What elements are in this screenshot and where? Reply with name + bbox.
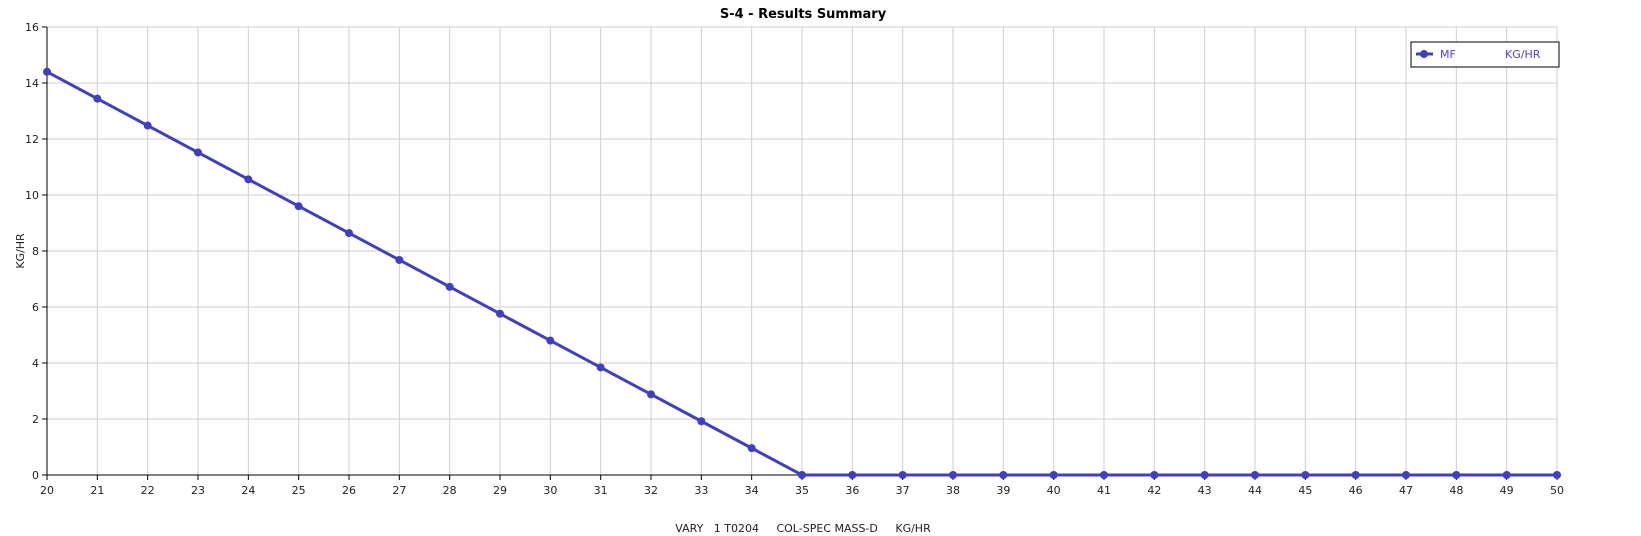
data-point bbox=[546, 336, 555, 345]
x-tick-label: 50 bbox=[1550, 484, 1564, 497]
y-tick-label: 10 bbox=[25, 189, 39, 202]
y-tick-label: 0 bbox=[32, 469, 39, 482]
x-tick-label: 42 bbox=[1147, 484, 1161, 497]
data-point bbox=[1351, 471, 1360, 479]
data-point bbox=[345, 229, 353, 238]
data-point bbox=[1049, 471, 1058, 479]
data-point bbox=[1502, 471, 1511, 479]
data-point bbox=[949, 471, 957, 479]
x-tick-label: 32 bbox=[644, 484, 658, 497]
x-tick-label: 46 bbox=[1349, 484, 1363, 497]
legend-dot-marker bbox=[1420, 50, 1428, 58]
data-point bbox=[445, 282, 454, 291]
data-point bbox=[395, 255, 404, 264]
data-point bbox=[747, 444, 756, 453]
data-point bbox=[1100, 471, 1108, 479]
x-tick-label: 20 bbox=[40, 484, 54, 497]
x-tick-label: 26 bbox=[342, 484, 356, 497]
y-tick-label: 8 bbox=[32, 245, 39, 258]
legend: MF KG/HR bbox=[1410, 41, 1560, 68]
x-tick-label: 41 bbox=[1097, 484, 1111, 497]
data-point bbox=[898, 471, 907, 479]
data-point bbox=[647, 390, 655, 399]
x-tick-label: 47 bbox=[1399, 484, 1413, 497]
data-point bbox=[1452, 471, 1461, 479]
x-tick-label: 29 bbox=[493, 484, 507, 497]
data-point bbox=[294, 202, 303, 211]
x-tick-label: 28 bbox=[443, 484, 457, 497]
chart-title: S-4 - Results Summary bbox=[720, 7, 887, 22]
x-tick-label: 21 bbox=[90, 484, 104, 497]
y-axis-label: KG/HR bbox=[14, 233, 27, 269]
x-tick-label: 34 bbox=[745, 484, 759, 497]
data-point bbox=[1200, 471, 1209, 479]
y-tick-label: 16 bbox=[25, 21, 39, 34]
y-tick-label: 2 bbox=[32, 413, 39, 426]
x-tick-label: 35 bbox=[795, 484, 809, 497]
data-point bbox=[1301, 471, 1310, 479]
y-tick-label: 6 bbox=[32, 301, 39, 314]
data-point bbox=[1402, 471, 1410, 479]
y-tick-label: 14 bbox=[25, 77, 39, 90]
data-point bbox=[596, 363, 605, 372]
legend-series-name: MF bbox=[1440, 48, 1456, 61]
x-tick-label: 25 bbox=[292, 484, 306, 497]
data-point bbox=[93, 94, 102, 103]
x-tick-label: 39 bbox=[996, 484, 1010, 497]
x-tick-label: 30 bbox=[543, 484, 557, 497]
data-point bbox=[999, 471, 1008, 479]
data-point bbox=[798, 471, 806, 479]
data-point bbox=[848, 471, 857, 479]
x-tick-label: 40 bbox=[1047, 484, 1061, 497]
x-tick-label: 22 bbox=[141, 484, 155, 497]
x-tick-label: 45 bbox=[1298, 484, 1312, 497]
data-point bbox=[1150, 471, 1159, 479]
x-axis-label: VARY 1 T0204 COL-SPEC MASS-D KG/HR bbox=[675, 522, 931, 535]
data-point bbox=[143, 121, 152, 130]
x-tick-label: 49 bbox=[1500, 484, 1514, 497]
x-tick-label: 37 bbox=[896, 484, 910, 497]
y-tick-label: 4 bbox=[32, 357, 39, 370]
y-tick-label: 12 bbox=[25, 133, 39, 146]
x-tick-label: 43 bbox=[1198, 484, 1212, 497]
x-tick-label: 27 bbox=[392, 484, 406, 497]
x-tick-label: 33 bbox=[694, 484, 708, 497]
x-tick-label: 44 bbox=[1248, 484, 1262, 497]
x-tick-label: 31 bbox=[594, 484, 608, 497]
data-point bbox=[697, 417, 706, 426]
data-point bbox=[244, 175, 253, 184]
data-point bbox=[43, 67, 51, 76]
data-point bbox=[496, 309, 504, 318]
data-point bbox=[1251, 471, 1259, 479]
x-tick-label: 24 bbox=[241, 484, 255, 497]
x-tick-label: 48 bbox=[1449, 484, 1463, 497]
x-tick-label: 23 bbox=[191, 484, 205, 497]
x-tick-label: 38 bbox=[946, 484, 960, 497]
x-tick-label: 36 bbox=[845, 484, 859, 497]
data-point bbox=[194, 148, 202, 157]
data-point bbox=[1553, 471, 1561, 479]
legend-series-unit: KG/HR bbox=[1505, 48, 1541, 61]
